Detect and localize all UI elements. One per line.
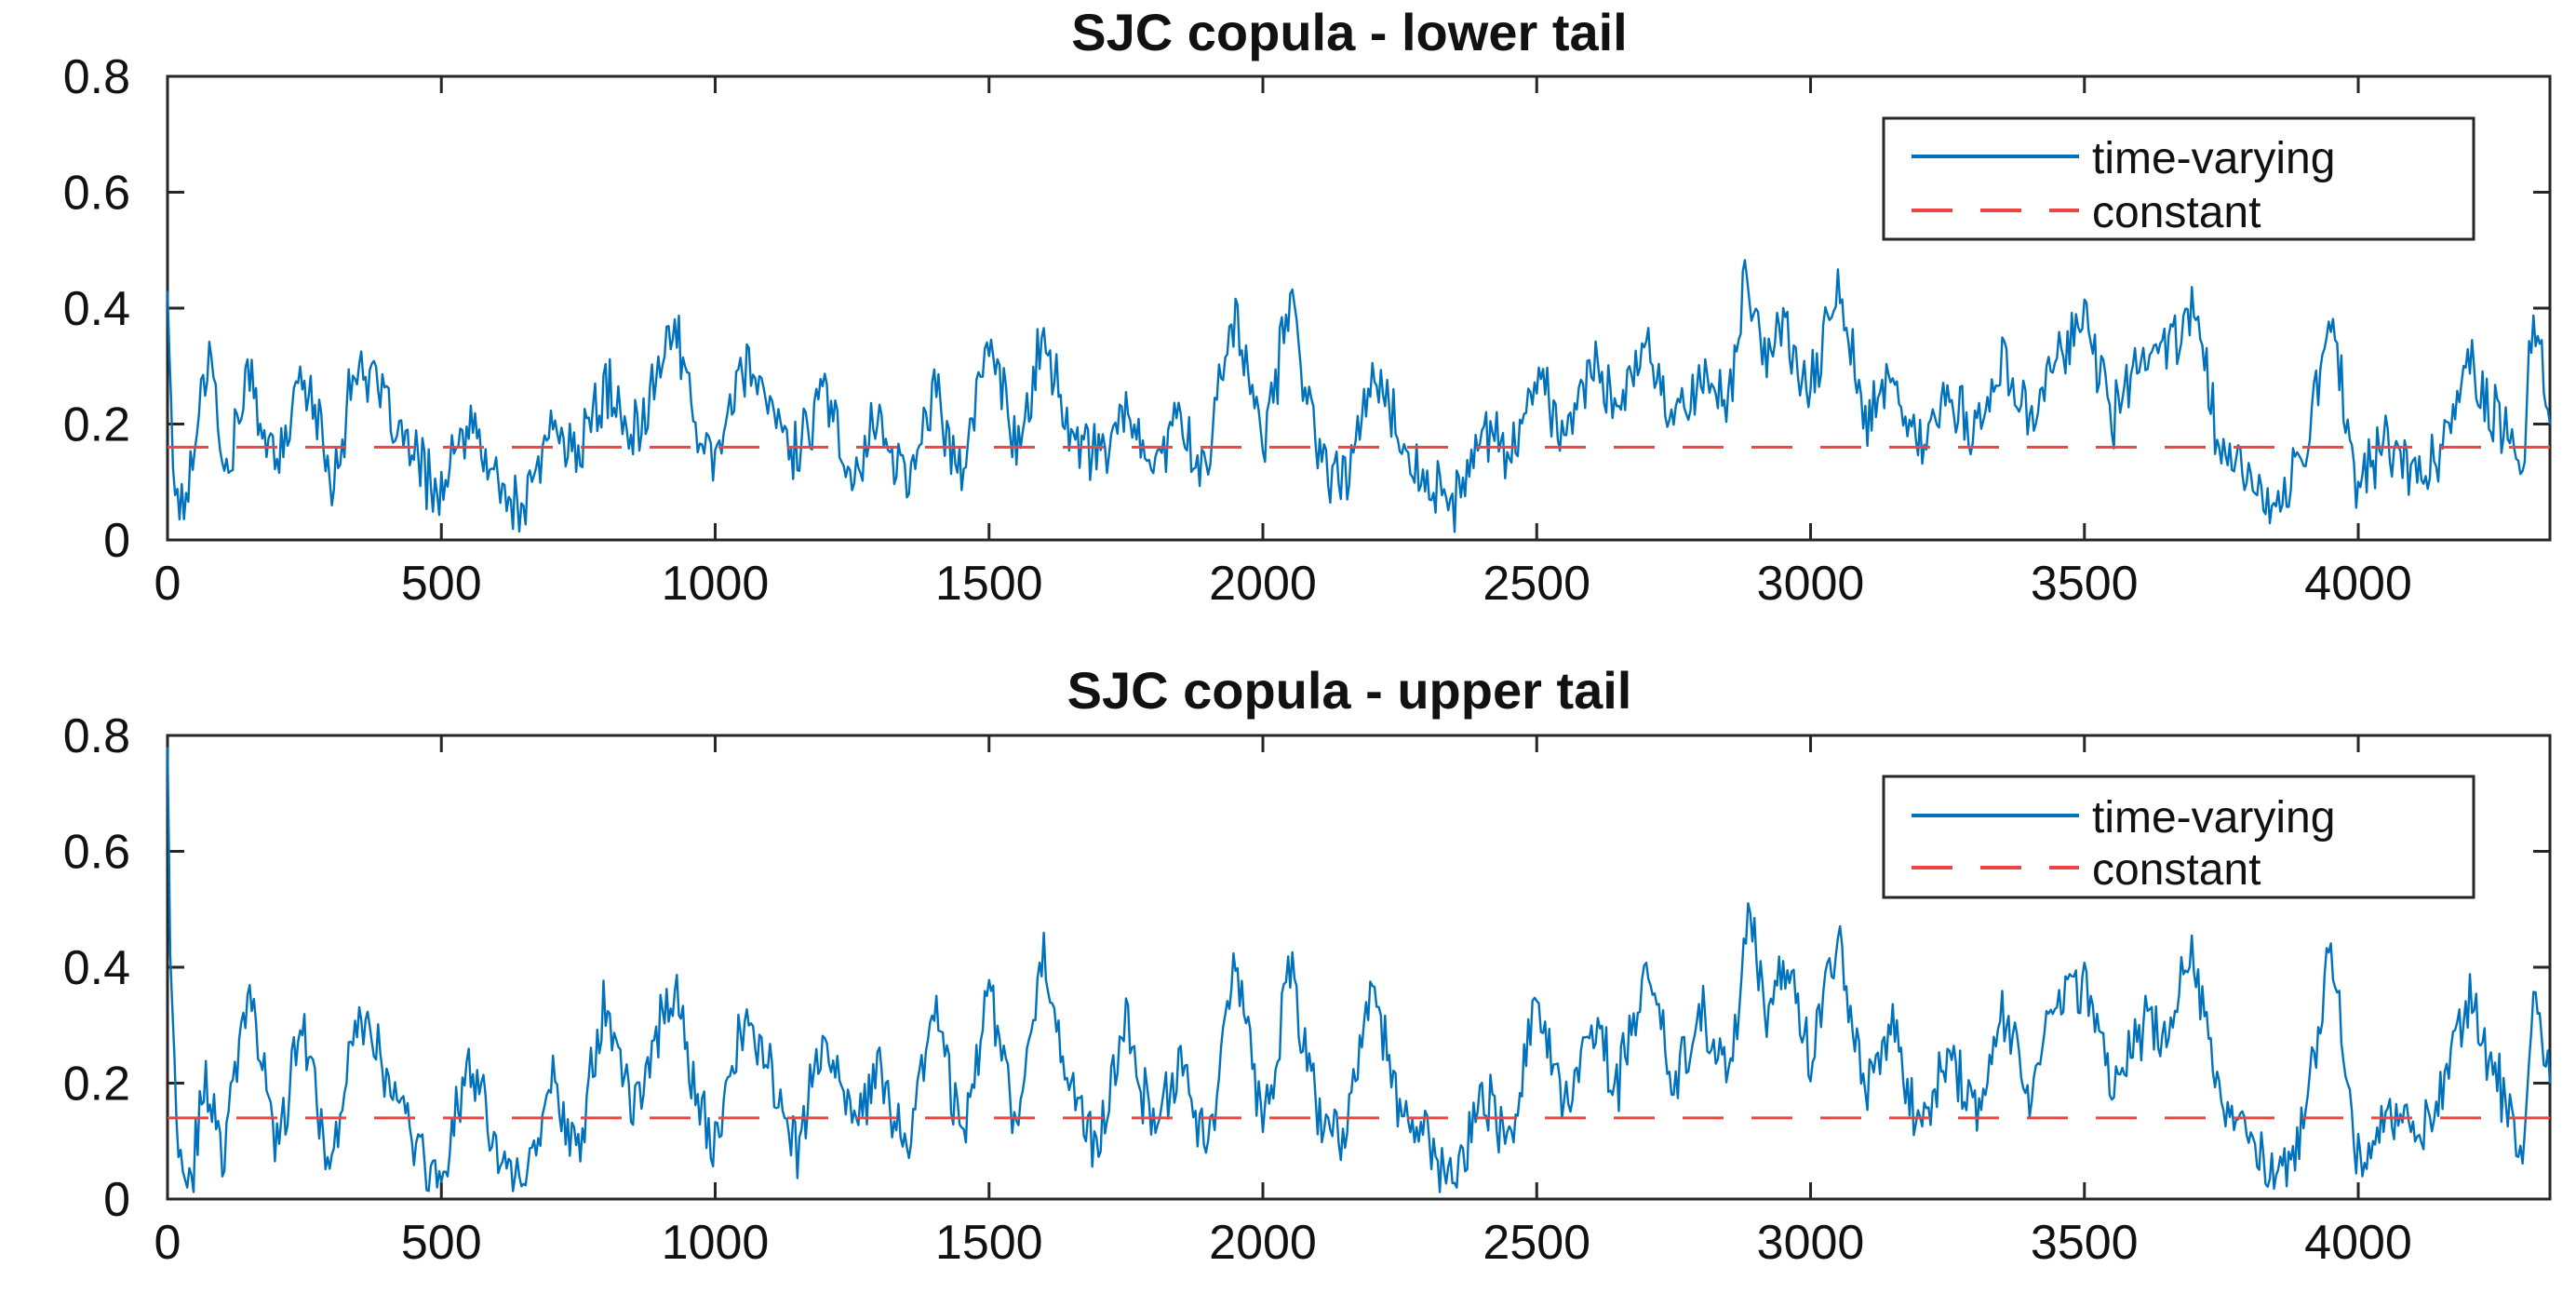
x-tick-label: 500	[401, 1216, 482, 1270]
y-tick-label: 0.4	[63, 941, 130, 995]
x-tick-label: 1500	[935, 557, 1043, 611]
legend-box	[1882, 116, 2475, 241]
x-tick-label: 1000	[662, 557, 770, 611]
legend-label-time-varying: time-varying	[2092, 134, 2335, 183]
y-tick-label: 0.2	[63, 1058, 130, 1112]
y-tick-label: 0.4	[63, 282, 130, 336]
series-time-varying-line	[166, 747, 2552, 1193]
x-tick-label: 3000	[1757, 557, 1865, 611]
upper-tail-panel: SJC copula - upper tail 0 500 1000 1500 2000…	[63, 661, 2552, 1270]
y-tick-label: 0	[103, 1173, 130, 1227]
x-tick-label: 0	[154, 557, 181, 611]
x-tick-label: 1000	[662, 1216, 770, 1270]
series-time-varying-line	[166, 259, 2552, 533]
x-tick-label: 2500	[1483, 557, 1590, 611]
legend-label-constant: constant	[2092, 845, 2261, 895]
x-tick-label: 3500	[2031, 557, 2139, 611]
legend: time-varying constant	[1882, 116, 2475, 241]
x-tick-label: 500	[401, 557, 482, 611]
x-tick-label: 2500	[1483, 1216, 1590, 1270]
chart-title: SJC copula - upper tail	[1067, 661, 1632, 720]
legend-label-time-varying: time-varying	[2092, 793, 2335, 842]
legend-box	[1882, 775, 2475, 899]
chart-title: SJC copula - lower tail	[1071, 3, 1627, 61]
y-tick-label: 0.6	[63, 167, 130, 221]
x-tick-label: 0	[154, 1216, 181, 1270]
plot-area: 0 500 1000 1500 2000 2500 3000 3500 4000 0 0.2 0.4 0…	[63, 709, 2552, 1270]
x-tick-label: 2000	[1209, 1216, 1317, 1270]
x-tick-label: 3500	[2031, 1216, 2139, 1270]
x-tick-label: 4000	[2304, 1216, 2412, 1270]
legend-label-constant: constant	[2092, 188, 2261, 237]
x-tick-label: 2000	[1209, 557, 1317, 611]
y-tick-label: 0.6	[63, 826, 130, 880]
lower-tail-panel: SJC copula - lower tail 0 500 1000 1500 2000…	[63, 3, 2552, 611]
x-tick-label: 4000	[2304, 557, 2412, 611]
y-tick-label: 0.8	[63, 50, 130, 104]
y-tick-label: 0	[103, 514, 130, 568]
x-tick-label: 1500	[935, 1216, 1043, 1270]
y-tick-label: 0.2	[63, 398, 130, 452]
legend: time-varying constant	[1882, 775, 2475, 899]
x-tick-label: 3000	[1757, 1216, 1865, 1270]
y-tick-label: 0.8	[63, 709, 130, 763]
